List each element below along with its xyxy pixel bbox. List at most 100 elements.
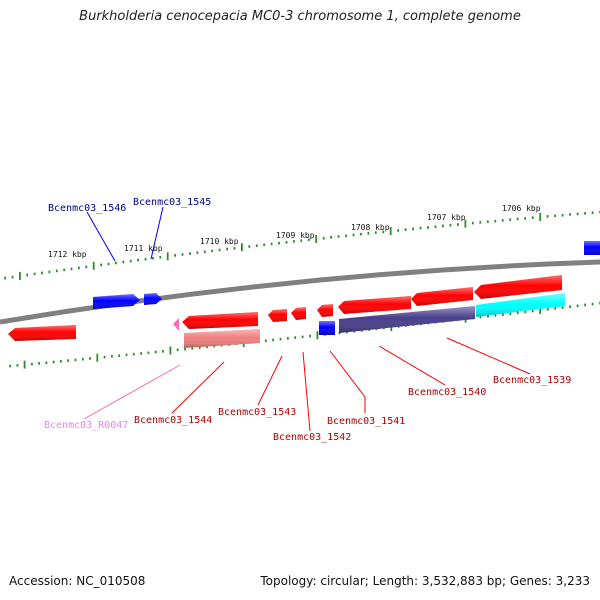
outer-track-minor-tick <box>352 233 355 237</box>
label-bcenmc03-r0047[interactable]: Bcenmc03_R0047 <box>44 420 128 431</box>
label-bcenmc03-1541[interactable]: Bcenmc03_1541 <box>327 416 405 427</box>
outer-track-minor-tick <box>330 236 332 239</box>
outer-track-minor-tick <box>442 224 444 228</box>
scale-label-1710: 1710 kbp <box>200 237 239 246</box>
outer-track-minor-tick <box>412 227 414 231</box>
outer-track-minor-tick <box>226 247 228 251</box>
inner-track-minor-tick <box>576 304 579 308</box>
label-leaders <box>83 206 531 432</box>
gene-bcenmc03-1543-shade <box>268 309 287 322</box>
inner-track-minor-tick <box>479 315 482 319</box>
label-bcenmc03-1543[interactable]: Bcenmc03_1543 <box>218 407 296 418</box>
outer-track-minor-tick <box>189 252 191 255</box>
outer-track-minor-tick <box>307 238 310 242</box>
scale-label-1712: 1712 kbp <box>48 250 87 259</box>
gene-left-edge-shade <box>8 325 76 341</box>
outer-track-minor-tick <box>41 271 43 275</box>
scale-label-1709: 1709 kbp <box>276 231 315 240</box>
outer-track-minor-tick <box>26 273 29 277</box>
gene-labels: Bcenmc03_1546 Bcenmc03_1545 Bcenmc03_R00… <box>44 197 571 443</box>
inner-track-minor-tick <box>111 355 113 358</box>
scale-label-1708: 1708 kbp <box>351 223 390 232</box>
outer-track-minor-tick <box>159 256 162 259</box>
outer-track-minor-tick <box>278 241 280 245</box>
outer-track-minor-tick <box>137 258 139 262</box>
outer-track-minor-tick <box>85 265 88 269</box>
label-bcenmc03-1539[interactable]: Bcenmc03_1539 <box>493 375 571 386</box>
inner-track-minor-tick <box>546 308 549 311</box>
inner-track-minor-tick <box>132 352 135 356</box>
label-bcenmc03-1545[interactable]: Bcenmc03_1545 <box>133 197 211 208</box>
outer-track-minor-tick <box>122 260 125 264</box>
label-bcenmc03-1542[interactable]: Bcenmc03_1542 <box>273 432 351 443</box>
outer-track-minor-tick <box>591 211 594 214</box>
inner-track-minor-tick <box>524 310 527 314</box>
inner-track-minor-tick <box>487 315 489 318</box>
rna-bcenmc03-r0047[interactable] <box>173 318 179 331</box>
outer-track-minor-tick <box>293 240 295 243</box>
inner-track-minor-tick <box>301 335 304 339</box>
forward-strand-genes <box>93 241 600 309</box>
inner-track-minor-tick <box>60 360 62 363</box>
leader-1544 <box>171 361 225 414</box>
outer-track-minor-tick <box>382 230 385 234</box>
inner-track-minor-tick <box>9 364 11 368</box>
outer-track-minor-tick <box>196 251 199 254</box>
inner-track-minor-tick <box>176 348 179 352</box>
inner-track-minor-tick <box>191 347 194 350</box>
label-bcenmc03-1546[interactable]: Bcenmc03_1546 <box>48 203 126 214</box>
label-bcenmc03-1544[interactable]: Bcenmc03_1544 <box>134 415 212 426</box>
outer-track-minor-tick <box>494 219 497 223</box>
inner-track-minor-tick <box>67 359 70 362</box>
leader-1543 <box>257 355 283 406</box>
outer-track-minor-tick <box>255 244 258 247</box>
outer-track-minor-tick <box>263 243 266 247</box>
label-bcenmc03-1540[interactable]: Bcenmc03_1540 <box>408 387 486 398</box>
inner-track-major-tick <box>169 346 172 355</box>
outer-track-major-tick <box>92 261 95 270</box>
inner-track-major-tick <box>96 353 99 362</box>
outer-track-minor-tick <box>152 256 154 260</box>
outer-track-major-tick <box>19 271 21 280</box>
outer-track-minor-tick <box>509 218 512 221</box>
outer-track-minor-tick <box>181 253 184 256</box>
gene-bcenmc03-1546-shade <box>93 294 140 309</box>
outer-track-minor-tick <box>144 257 147 261</box>
outer-track-minor-tick <box>63 268 66 272</box>
inner-track-major-tick <box>539 306 542 315</box>
outer-track-minor-tick <box>360 232 362 236</box>
inner-track-minor-tick <box>74 358 77 362</box>
inner-track-minor-tick <box>287 337 289 340</box>
outer-track-minor-tick <box>4 276 6 280</box>
outer-track-minor-tick <box>70 267 73 271</box>
outer-track-major-tick <box>166 252 169 261</box>
leader-r0047 <box>83 364 181 420</box>
gene-bcenmc03-1539-cyan-shade <box>476 293 565 317</box>
outer-track-minor-tick <box>300 239 303 242</box>
outer-track-minor-tick <box>531 216 534 219</box>
footer-topology: Topology: circular; Length: 3,532,883 bp… <box>260 574 590 588</box>
inner-track-minor-tick <box>16 364 19 367</box>
inner-track-minor-tick <box>509 312 512 315</box>
inner-track-minor-tick <box>279 337 282 341</box>
inner-track-minor-tick <box>198 346 201 349</box>
outer-track-minor-tick <box>576 212 579 216</box>
outer-track-minor-tick <box>322 236 325 240</box>
gene-bcenmc03-1544-shade <box>182 312 258 329</box>
scale-label-1711: 1711 kbp <box>124 244 163 253</box>
scale-label-1706: 1706 kbp <box>502 204 541 213</box>
inner-track-minor-tick <box>584 303 586 307</box>
outer-track-minor-tick <box>374 231 377 234</box>
outer-track-minor-tick <box>115 261 117 265</box>
outer-track-minor-tick <box>345 234 347 238</box>
outer-track-minor-tick <box>33 272 36 276</box>
inner-track-minor-tick <box>31 362 33 366</box>
outer-track-major-tick <box>464 219 467 228</box>
outer-track-major-tick <box>389 227 392 235</box>
inner-track-minor-tick <box>140 352 142 355</box>
gene-bcenmc03-1540-shade <box>338 296 411 314</box>
inner-track-minor-tick <box>294 336 297 339</box>
outer-track-minor-tick <box>584 212 586 215</box>
outer-track-minor-tick <box>78 266 80 270</box>
